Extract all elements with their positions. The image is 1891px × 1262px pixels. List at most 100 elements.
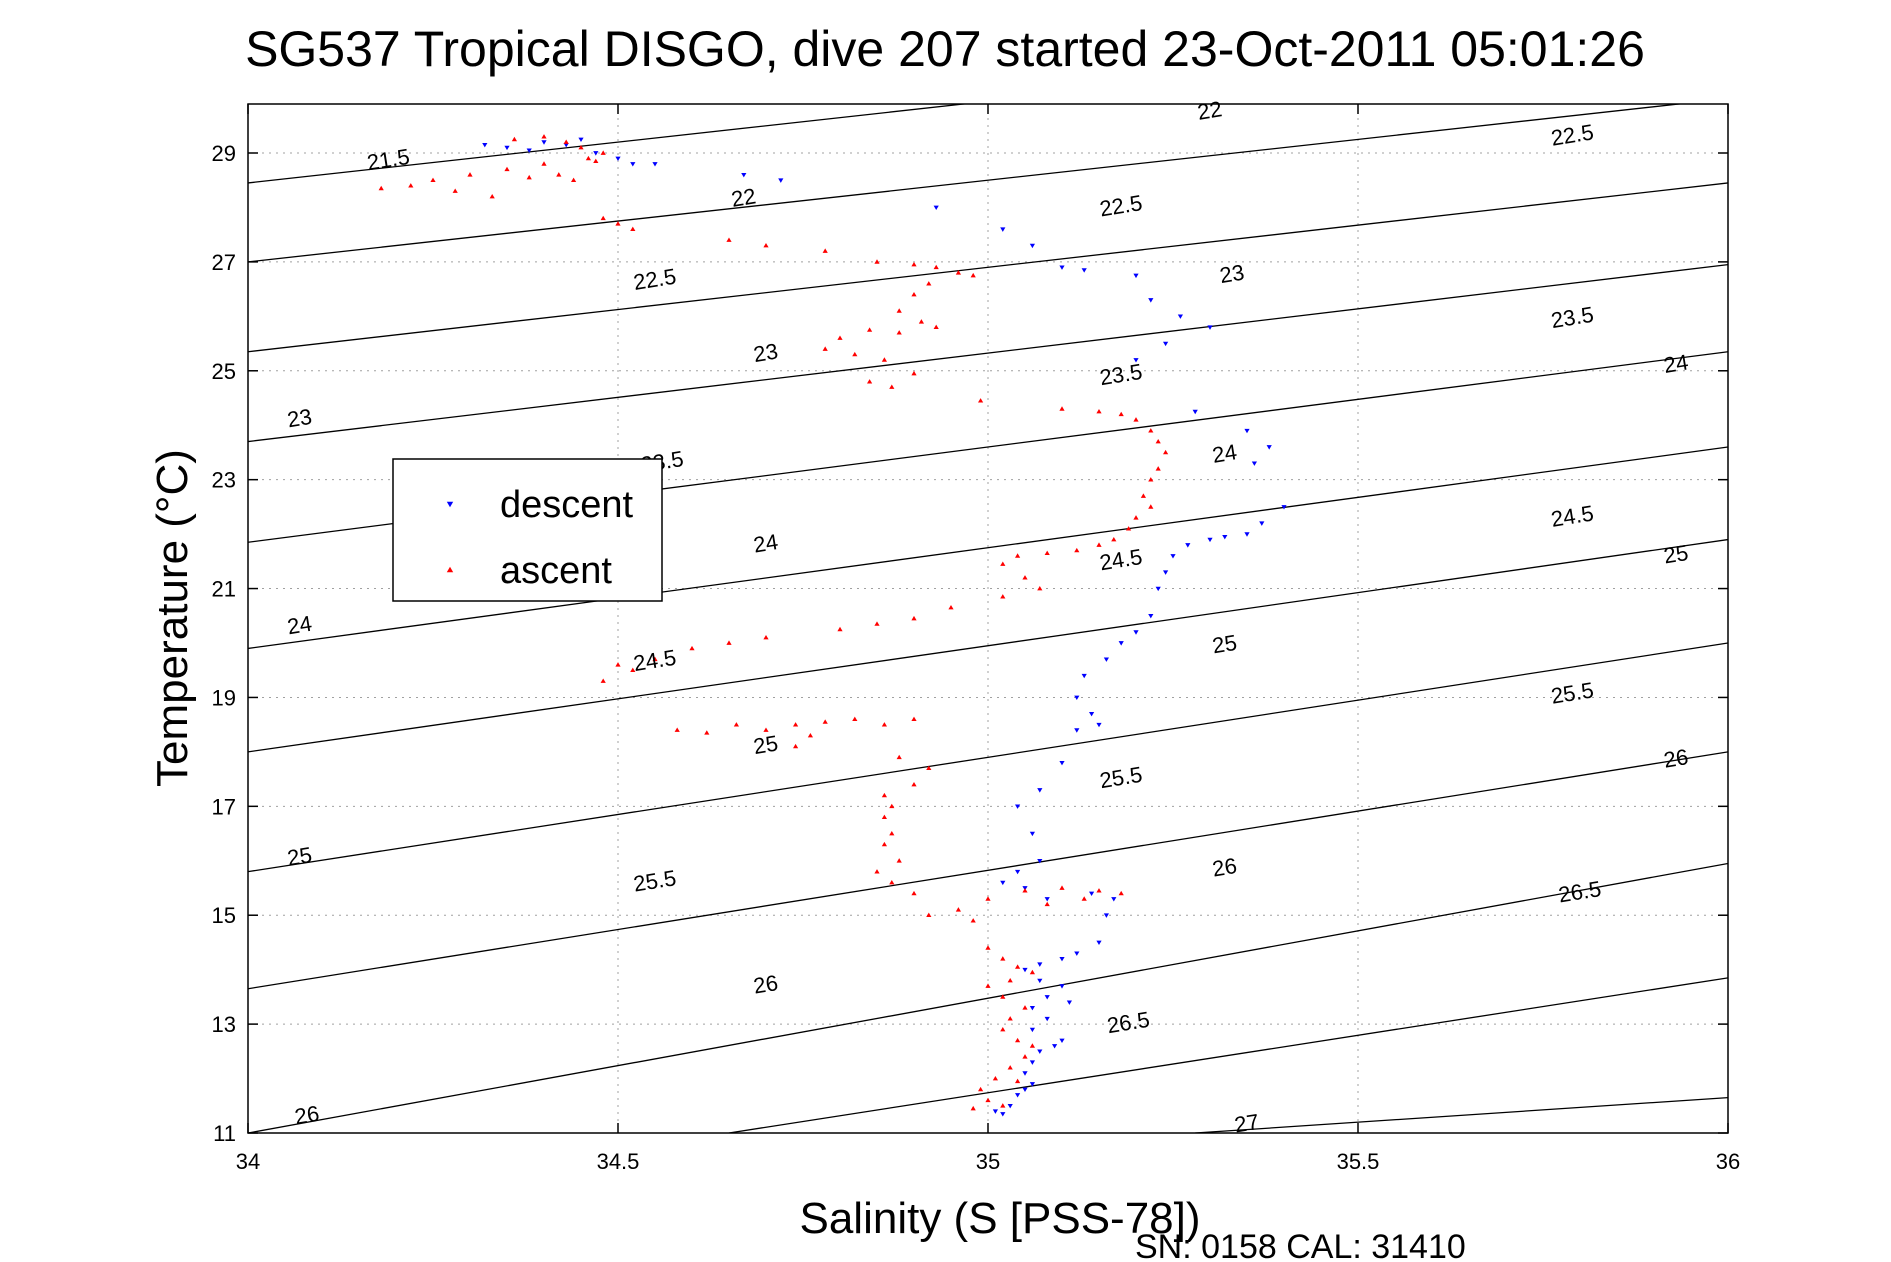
ascent-point	[763, 727, 769, 732]
ascent-point	[704, 730, 710, 735]
descent-point	[1081, 673, 1087, 679]
descent-point	[1133, 273, 1139, 279]
ascent-point	[600, 150, 606, 155]
ascent-point	[1000, 1103, 1006, 1108]
x-tick-label: 35.5	[1337, 1149, 1380, 1174]
ascent-point	[674, 727, 680, 732]
ascent-point	[874, 869, 880, 874]
ascent-point	[867, 379, 873, 384]
ascent-point	[1044, 901, 1050, 907]
ascent-point	[408, 183, 414, 188]
contour-label: 24	[1662, 349, 1690, 378]
descent-point	[652, 162, 658, 167]
descent-point	[1015, 1093, 1021, 1098]
ascent-point	[1059, 885, 1065, 890]
ascent-point	[1000, 956, 1006, 961]
descent-point	[1266, 445, 1272, 450]
ascent-point	[1022, 888, 1028, 893]
ascent-point	[881, 722, 887, 727]
descent-point	[526, 148, 532, 153]
isopycnal-line	[1195, 1096, 1728, 1133]
ascent-point	[881, 792, 887, 798]
descent-point	[1133, 630, 1139, 635]
ascent-point	[541, 134, 547, 139]
ascent-point	[822, 719, 828, 724]
isopycnal-line	[248, 104, 1685, 263]
descent-point	[1133, 358, 1139, 363]
ascent-point	[896, 308, 902, 313]
descent-point	[630, 162, 636, 167]
ascent-point	[911, 781, 917, 787]
ascent-point	[1022, 1054, 1028, 1059]
ascent-point	[1074, 547, 1080, 553]
isopycnal-line	[248, 104, 970, 184]
descent-point	[1081, 268, 1087, 273]
ascent-point	[630, 667, 636, 673]
ascent-point	[911, 291, 917, 297]
ascent-point	[1148, 428, 1154, 433]
ascent-point	[933, 264, 939, 270]
ascent-point	[1096, 542, 1102, 547]
ascent-point	[1000, 594, 1006, 599]
ascent-point	[852, 351, 858, 357]
descent-point	[578, 137, 584, 142]
legend: descent ascent	[392, 458, 663, 602]
descent-point	[1044, 995, 1050, 1000]
ascent-point	[948, 605, 954, 610]
ascent-point	[600, 215, 606, 221]
ascent-point	[933, 324, 939, 330]
isopycnal-line	[248, 538, 1728, 753]
contour-label: 26	[293, 1101, 321, 1130]
y-tick-label: 17	[212, 794, 236, 819]
contour-label: 22	[1196, 96, 1224, 125]
contour-label: 26.5	[1557, 876, 1603, 907]
ascent-point	[992, 1075, 998, 1081]
descent-point	[778, 178, 784, 183]
descent-point	[1029, 831, 1035, 837]
contour-label: 25.5	[1098, 762, 1144, 793]
ascent-point	[511, 136, 517, 142]
ascent-point	[593, 158, 599, 163]
ascent-point	[881, 841, 887, 847]
descent-point	[1163, 570, 1169, 575]
descent-point	[1207, 537, 1213, 543]
x-tick-label: 34.5	[597, 1149, 640, 1174]
contour-label: 22.5	[632, 264, 678, 295]
ascent-point	[896, 858, 902, 863]
ascent-point	[1148, 504, 1154, 509]
ascent-point	[911, 370, 917, 376]
descent-point	[563, 143, 569, 148]
ascent-point	[822, 248, 828, 253]
y-tick-label: 23	[212, 468, 236, 493]
descent-point	[1244, 532, 1250, 537]
descent-point	[1207, 325, 1213, 330]
isopycnal-line	[248, 751, 1728, 990]
ascent-point	[881, 357, 887, 362]
contour-label: 25	[1210, 630, 1238, 659]
ascent-point	[1029, 1043, 1035, 1048]
descent-point	[1029, 1082, 1035, 1087]
ascent-point	[978, 398, 984, 403]
ascent-point	[489, 193, 495, 199]
contour-label: 22.5	[1098, 190, 1144, 221]
descent-point	[1059, 1038, 1065, 1044]
descent-point	[1059, 265, 1065, 270]
ascent-point	[889, 384, 895, 389]
isopycnal-line	[248, 446, 1728, 650]
isopycnal-line	[248, 263, 1728, 443]
descent-point	[1074, 695, 1080, 701]
ascent-point	[430, 177, 436, 183]
ascent-point	[911, 615, 917, 621]
descent-point	[1096, 940, 1102, 946]
descent-point	[1074, 728, 1080, 733]
contour-label: 23.5	[1098, 359, 1144, 390]
legend-descent-label: descent	[500, 484, 634, 526]
ascent-point	[978, 1086, 984, 1092]
descent-point	[1029, 1027, 1035, 1033]
ascent-point	[1163, 449, 1169, 455]
ascent-point	[556, 172, 562, 177]
contour-label: 23	[1218, 260, 1246, 289]
descent-point	[1281, 505, 1287, 510]
y-tick-label: 29	[212, 141, 236, 166]
ascent-point	[600, 678, 606, 683]
